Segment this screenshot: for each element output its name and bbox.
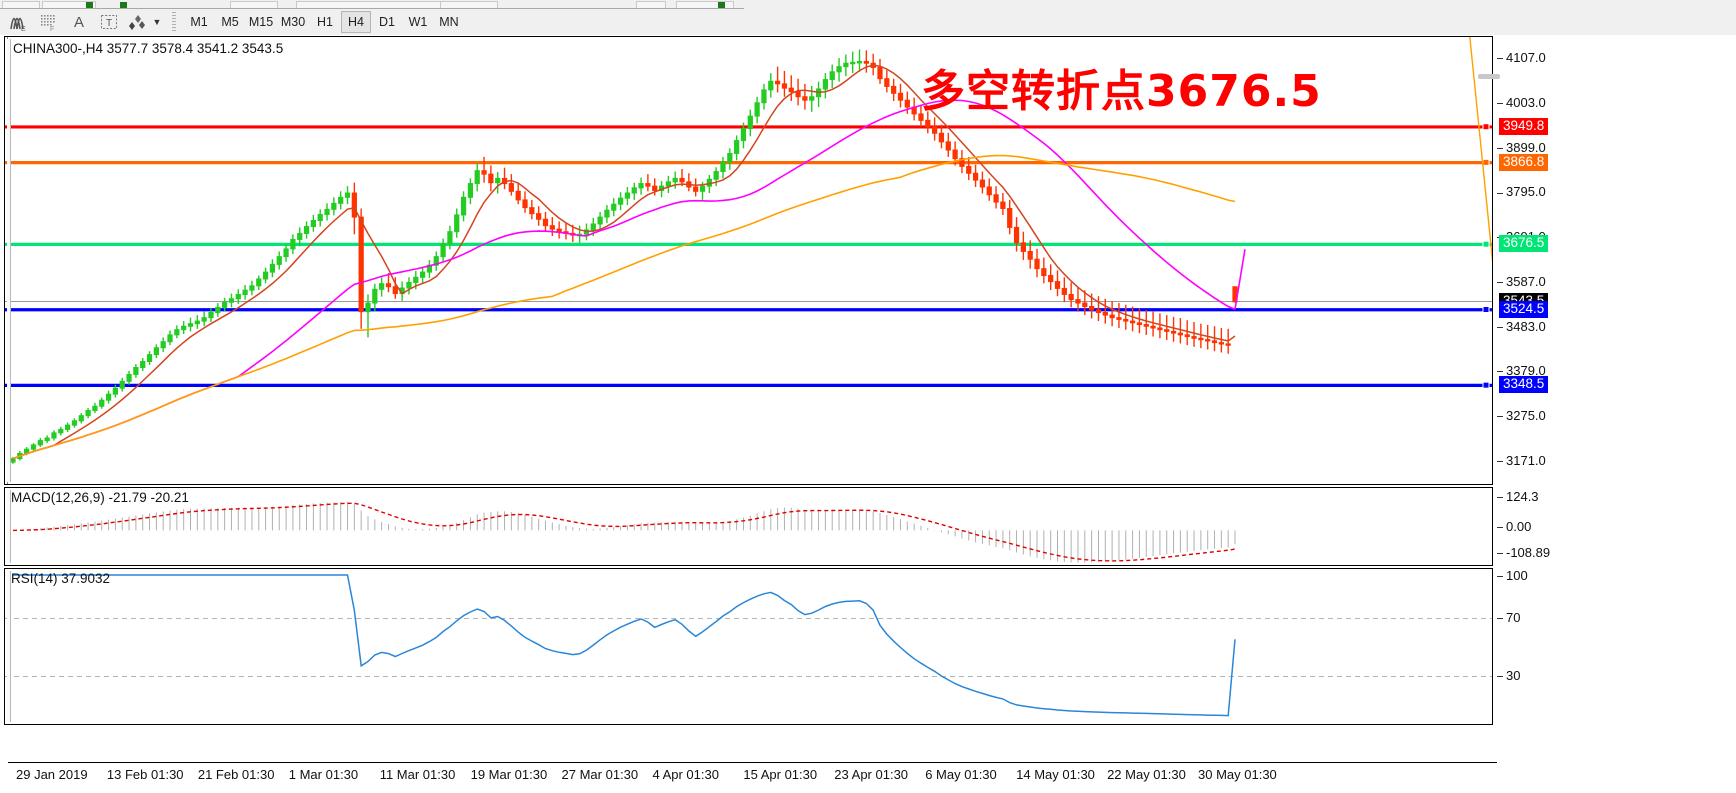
timeframe-m15[interactable]: M15: [248, 15, 274, 29]
macd-tick: 0.00: [1497, 519, 1531, 534]
time-axis-label: 14 May 01:30: [1016, 767, 1095, 782]
timeframe-m30[interactable]: M30: [280, 15, 306, 29]
rsi-tick: 100: [1497, 568, 1528, 583]
time-axis-label: 22 May 01:30: [1107, 767, 1186, 782]
symbol-info-bar: CHINA300-,H4 3577.7 3578.4 3541.2 3543.5: [13, 41, 284, 56]
time-axis-label: 23 Apr 01:30: [834, 767, 909, 782]
time-axis-label: 19 Mar 01:30: [470, 767, 548, 782]
price-tick: 3171.0: [1497, 453, 1546, 468]
toolbar-divider: [0, 8, 744, 9]
chevron-down-icon[interactable]: ▼: [152, 17, 162, 27]
indicators-icon[interactable]: E: [6, 11, 32, 33]
macd-tick: -108.89: [1497, 545, 1550, 560]
macd-chart-svg: [12, 501, 1236, 563]
objects-glyph: [129, 15, 145, 30]
macd-pane[interactable]: MACD(12,26,9) -21.79 -20.21: [4, 487, 1493, 566]
time-axis-label: 29 Jan 2019: [16, 767, 88, 782]
rsi-tick: 30: [1497, 668, 1520, 683]
rsi-pane[interactable]: RSI(14) 37.9032: [4, 568, 1493, 725]
price-level-tag[interactable]: 3949.8: [1499, 117, 1549, 135]
price-level-tag[interactable]: 3348.5: [1499, 376, 1549, 394]
price-tick: 3275.0: [1497, 408, 1546, 423]
rsi-tick: 70: [1497, 610, 1520, 625]
price-chart-svg: [5, 37, 1492, 464]
price-tick: 3379.0: [1497, 363, 1546, 378]
green-indicator-icon: [86, 2, 93, 8]
timeframe-m5[interactable]: M5: [221, 15, 239, 29]
upper-toolbar-strip: [0, 0, 1736, 10]
chart-annotation-text: 多空转折点3676.5: [921, 66, 1322, 117]
price-pane-scrollbar[interactable]: [7, 39, 11, 482]
rsi-chart-svg: [5, 574, 1492, 717]
macd-tick: 124.3: [1497, 489, 1539, 504]
indicators-glyph: E: [10, 17, 26, 32]
time-axis-label: 21 Feb 01:30: [197, 767, 275, 782]
timeframe-mn[interactable]: MN: [439, 15, 459, 29]
time-axis-label: 15 Apr 01:30: [743, 767, 818, 782]
time-axis-label: 11 Mar 01:30: [379, 767, 456, 782]
price-tick: 3899.0: [1497, 140, 1546, 155]
time-axis-label: 27 Mar 01:30: [561, 767, 639, 782]
svg-text:E: E: [21, 26, 26, 32]
svg-text:F: F: [50, 26, 54, 32]
price-level-tag[interactable]: 3676.5: [1499, 235, 1549, 253]
main-toolbar: E F A T ▼ M1 M5 M15 M30 H1 H4: [0, 9, 1736, 35]
price-level-tag[interactable]: 3524.5: [1499, 300, 1549, 318]
price-tick: 3483.0: [1497, 319, 1546, 334]
text-label-glyph: T: [101, 15, 117, 29]
macd-label: MACD(12,26,9) -21.79 -20.21: [11, 490, 189, 505]
objects-icon[interactable]: [126, 11, 152, 33]
price-pane[interactable]: CHINA300-,H4 3577.7 3578.4 3541.2 3543.5: [4, 36, 1493, 485]
grid-glyph: F: [41, 15, 55, 32]
time-axis-label: 4 Apr 01:30: [652, 767, 719, 782]
macd-pane-scrollbar[interactable]: [7, 490, 11, 563]
text-icon[interactable]: A: [73, 13, 84, 31]
timeframe-h1[interactable]: H1: [317, 15, 333, 29]
price-tick: 3795.0: [1497, 184, 1546, 199]
rsi-label: RSI(14) 37.9032: [11, 571, 111, 586]
price-level-tag[interactable]: 3866.8: [1499, 153, 1549, 171]
chart-area[interactable]: CHINA300-,H4 3577.7 3578.4 3541.2 3543.5…: [4, 36, 1732, 793]
green-indicator-icon: [718, 2, 725, 8]
timeframe-m1[interactable]: M1: [190, 15, 208, 29]
timeframe-h4[interactable]: H4: [341, 11, 371, 33]
timeframe-d1[interactable]: D1: [379, 15, 395, 29]
price-scale[interactable]: 4107.04003.03899.03795.03691.03587.03483…: [1497, 36, 1732, 725]
toolbar-separator: [172, 12, 176, 32]
price-tick: 4003.0: [1497, 95, 1546, 110]
time-axis-label: 13 Feb 01:30: [106, 767, 184, 782]
price-tick: 3587.0: [1497, 274, 1546, 289]
svg-text:T: T: [106, 18, 112, 29]
grid-icon[interactable]: F: [36, 11, 62, 33]
price-tick: 4107.0: [1497, 50, 1546, 65]
time-axis-label: 30 May 01:30: [1198, 767, 1277, 782]
time-axis[interactable]: 29 Jan 2019 13 Feb 01:30 21 Feb 01:30 1 Mar…: [8, 762, 1497, 793]
time-axis-label: 1 Mar 01:30: [288, 767, 359, 782]
rsi-pane-scrollbar[interactable]: [7, 571, 11, 722]
time-axis-label: 6 May 01:30: [925, 767, 997, 782]
timeframe-w1[interactable]: W1: [408, 15, 428, 29]
text-label-icon[interactable]: T: [96, 11, 122, 33]
pane-resize-handle[interactable]: [1478, 74, 1500, 79]
green-indicator-icon: [120, 2, 127, 8]
